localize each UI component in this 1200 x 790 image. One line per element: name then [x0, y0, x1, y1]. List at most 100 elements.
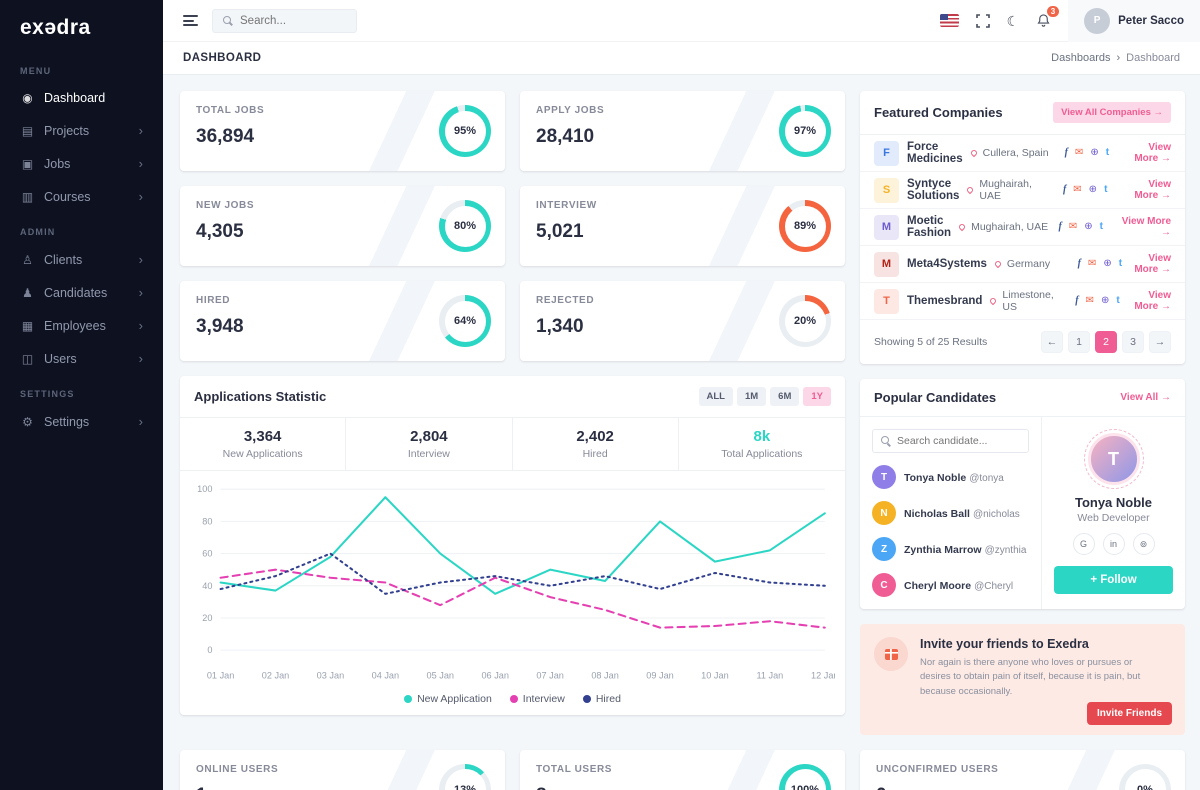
- legend-hired[interactable]: Hired: [582, 692, 621, 705]
- view-all-companies-button[interactable]: View All Companies →: [1053, 102, 1171, 123]
- view-more-link[interactable]: View More →: [1121, 216, 1172, 238]
- mail-icon[interactable]: ✉: [1068, 221, 1078, 232]
- page-3-button[interactable]: 3: [1122, 331, 1144, 353]
- google-icon[interactable]: G: [1072, 533, 1095, 555]
- sidebar-item-users[interactable]: ◫ Users ›: [0, 342, 163, 375]
- results-count: Showing 5 of 25 Results: [874, 336, 988, 348]
- invite-text: Nor again is there anyone who loves or p…: [920, 657, 1141, 697]
- hamburger-menu-icon[interactable]: [183, 15, 198, 26]
- view-more-link[interactable]: View More →: [1134, 179, 1171, 201]
- candidate-list-item[interactable]: T Tonya Noble @tonya: [872, 465, 1029, 489]
- notification-badge: 3: [1046, 6, 1060, 17]
- filter-1y-button[interactable]: 1Y: [803, 387, 831, 406]
- twitter-icon[interactable]: t: [1104, 184, 1108, 195]
- applications-statistic-card: Applications Statistic ALL 1M 6M 1Y 3,36…: [180, 376, 845, 715]
- language-flag-icon[interactable]: [939, 14, 959, 27]
- mail-icon[interactable]: ✉: [1073, 184, 1082, 195]
- card-title: Applications Statistic: [194, 389, 327, 404]
- company-row: T Themesbrand Limestone, US f ✉ ⊕ t View…: [860, 283, 1185, 320]
- candidate-list-item[interactable]: N Nicholas Ball @nicholas: [872, 501, 1029, 525]
- sidebar-item-settings[interactable]: ⚙ Settings ›: [0, 405, 163, 438]
- sidebar-section-settings: SETTINGS: [20, 389, 75, 399]
- user-menu[interactable]: P Peter Sacco: [1068, 0, 1200, 42]
- progress-percent: 80%: [444, 205, 486, 247]
- sidebar-item-label: Users: [44, 351, 77, 366]
- fullscreen-icon[interactable]: [975, 13, 990, 28]
- mail-icon[interactable]: ✉: [1087, 258, 1097, 269]
- progress-percent: 89%: [784, 205, 826, 247]
- sidebar-item-employees[interactable]: ▦ Employees ›: [0, 309, 163, 342]
- stat-card-new-jobs: NEW JOBS 4,305 80%: [180, 186, 505, 266]
- svg-text:09 Jan: 09 Jan: [646, 671, 674, 681]
- invite-friends-button[interactable]: Invite Friends: [1086, 701, 1172, 725]
- twitter-icon[interactable]: t: [1116, 295, 1120, 306]
- sidebar-item-dashboard[interactable]: ◉ Dashboard: [0, 82, 163, 114]
- filter-all-button[interactable]: ALL: [698, 387, 733, 406]
- view-more-link[interactable]: View More →: [1134, 290, 1171, 312]
- twitter-icon[interactable]: t: [1099, 221, 1103, 232]
- legend-new-application[interactable]: New Application: [404, 693, 492, 705]
- svg-text:20: 20: [202, 613, 212, 623]
- twitter-icon[interactable]: t: [1118, 258, 1123, 269]
- svg-text:40: 40: [202, 581, 212, 591]
- company-socials: f ✉ ⊕ t: [1075, 296, 1121, 306]
- brand-logo[interactable]: exǝdra: [20, 16, 91, 39]
- sidebar-item-clients[interactable]: ♙ Clients ›: [0, 243, 163, 276]
- sidebar-item-courses[interactable]: ▥ Courses ›: [0, 180, 163, 213]
- sidebar-item-label: Clients: [44, 252, 83, 267]
- candidate-profile-panel: T Tonya Noble Web Developer G in ⊚ + Fol…: [1042, 417, 1185, 609]
- global-search[interactable]: [212, 8, 357, 33]
- stat-label: APPLY JOBS: [536, 105, 605, 116]
- candidate-list-item[interactable]: Z Zynthia Marrow @zynthia: [872, 537, 1029, 561]
- sidebar-item-jobs[interactable]: ▣ Jobs ›: [0, 147, 163, 180]
- linkedin-icon[interactable]: in: [1102, 533, 1125, 555]
- page-title: DASHBOARD: [183, 52, 262, 64]
- dribbble-icon[interactable]: ⊚: [1132, 533, 1155, 555]
- stat-value: 3,948: [196, 316, 244, 337]
- gift-icon: [874, 637, 908, 671]
- legend-interview[interactable]: Interview: [509, 693, 565, 705]
- breadcrumb-parent[interactable]: Dashboards: [1051, 52, 1111, 64]
- page-next-button[interactable]: →: [1149, 331, 1171, 353]
- user-name: Peter Sacco: [1118, 14, 1184, 27]
- page-2-button[interactable]: 2: [1095, 331, 1117, 353]
- mail-icon[interactable]: ✉: [1075, 147, 1084, 158]
- facebook-icon[interactable]: f: [1064, 147, 1068, 158]
- sidebar-item-candidates[interactable]: ♟ Candidates ›: [0, 276, 163, 309]
- dark-mode-icon[interactable]: ☾: [1006, 12, 1020, 29]
- applications-line-chart: 0 20 40 60 80 100 01 Jan 02 Jan 03 Jan 04 Jan 05 J…: [197, 484, 835, 681]
- page-1-button[interactable]: 1: [1068, 331, 1090, 353]
- legend-label: Hired: [595, 692, 621, 705]
- svg-text:01 Jan: 01 Jan: [207, 671, 235, 681]
- facebook-icon[interactable]: f: [1077, 258, 1081, 269]
- facebook-icon[interactable]: f: [1075, 295, 1079, 306]
- follow-button[interactable]: + Follow: [1054, 566, 1173, 594]
- search-input[interactable]: [240, 14, 346, 27]
- facebook-icon[interactable]: f: [1062, 184, 1067, 195]
- candidate-handle: @Cheryl: [974, 581, 1014, 592]
- mail-icon[interactable]: ✉: [1085, 295, 1094, 306]
- page-prev-button[interactable]: ←: [1041, 331, 1063, 353]
- view-all-candidates-link[interactable]: View All →: [1120, 392, 1171, 403]
- view-more-link[interactable]: View More →: [1134, 253, 1171, 275]
- sidebar-item-projects[interactable]: ▤ Projects ›: [0, 114, 163, 147]
- globe-icon[interactable]: ⊕: [1103, 258, 1112, 269]
- company-logo: S: [874, 177, 899, 203]
- candidate-search[interactable]: [872, 429, 1029, 453]
- company-location: Cullera, Spain: [969, 147, 1057, 159]
- company-location: Limestone, US: [989, 289, 1067, 313]
- candidate-search-input[interactable]: [897, 435, 1020, 447]
- facebook-icon[interactable]: f: [1058, 221, 1062, 232]
- view-more-link[interactable]: View More →: [1134, 142, 1171, 164]
- topbar: ☾ 3 P Peter Sacco: [163, 0, 1200, 42]
- filter-1m-button[interactable]: 1M: [736, 387, 767, 406]
- globe-icon[interactable]: ⊕: [1100, 295, 1110, 306]
- globe-icon[interactable]: ⊕: [1088, 184, 1098, 195]
- globe-icon[interactable]: ⊕: [1090, 147, 1099, 158]
- notifications-bell-icon[interactable]: 3: [1036, 6, 1060, 28]
- globe-icon[interactable]: ⊕: [1084, 221, 1093, 232]
- candidate-list-item[interactable]: C Cheryl Moore @Cheryl: [872, 573, 1029, 597]
- company-socials: f ✉ ⊕ t: [1078, 259, 1123, 269]
- twitter-icon[interactable]: t: [1105, 147, 1110, 158]
- filter-6m-button[interactable]: 6M: [770, 387, 800, 406]
